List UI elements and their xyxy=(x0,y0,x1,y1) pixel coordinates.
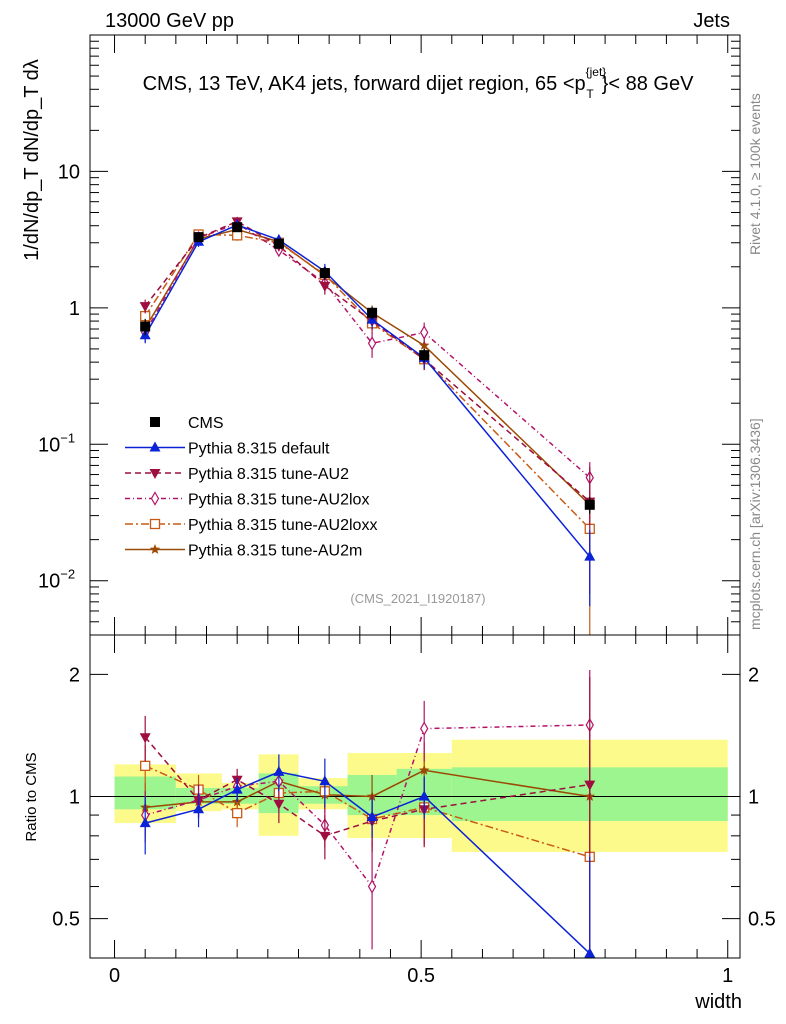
legend-label: Pythia 8.315 default xyxy=(188,441,330,458)
series-line-default xyxy=(144,224,591,558)
rivet-label: Rivet 4.1.0, ≥ 100k events xyxy=(747,93,763,255)
ratio-series-default xyxy=(139,754,596,958)
series-cms xyxy=(140,222,595,514)
ratio-point-au2 xyxy=(319,831,331,842)
main-ylabel-text: 1/dN/dp_T dN/dp_T dλ xyxy=(21,59,43,261)
point-au2lox xyxy=(420,325,429,340)
main-y-tick-labels: 10−2 10−1 1 10 xyxy=(38,161,80,592)
legend-item-default: Pythia 8.315 default xyxy=(125,441,330,458)
main-plot: 10−2 10−1 1 10 CMS, 13 TeV, AK4 jets, forwa… xyxy=(38,34,741,636)
legend-item-au2lox: Pythia 8.315 tune-AU2lox xyxy=(125,491,369,509)
point-cms xyxy=(367,307,378,318)
legend-marker xyxy=(150,491,160,506)
ratio-point-default xyxy=(139,817,151,828)
series-line-au2m xyxy=(144,228,591,506)
series-line-au2loxx xyxy=(144,233,591,530)
ratio-series xyxy=(139,669,596,958)
ratio-axis-ticks xyxy=(90,635,740,959)
y-tick-label: 1 xyxy=(69,298,80,320)
ratio-y-tick-label-right: 0.5 xyxy=(748,909,776,931)
legend-marker xyxy=(150,417,160,427)
ratio-point-au2 xyxy=(273,799,285,810)
ratio-point-default xyxy=(418,790,430,801)
legend-marker xyxy=(149,469,161,479)
legend-label: Pythia 8.315 tune-AU2 xyxy=(188,466,349,483)
legend: CMS Pythia 8.315 default Pythia 8.315 tune… xyxy=(125,415,377,560)
mcplots-label: mcplots.cern.ch [arXiv:1306.3436] xyxy=(747,418,763,630)
main-series xyxy=(139,216,596,635)
point-default xyxy=(584,550,596,561)
main-y-axis-label: 1/dN/dp_T dN/dp_T dλ xyxy=(21,59,43,261)
header-left: 13000 GeV pp xyxy=(105,10,234,32)
ratio-y-tick-label: 1 xyxy=(69,787,80,809)
series-au2loxx xyxy=(140,229,595,635)
ratio-point-au2m xyxy=(419,764,430,775)
series-line-au2 xyxy=(144,220,591,503)
ratio-y-tick-label-right: 2 xyxy=(748,664,759,686)
ratio-point-au2 xyxy=(584,780,596,791)
legend-item-au2m: Pythia 8.315 tune-AU2m xyxy=(125,543,362,560)
ratio-plot: 0.5 0.51 12 2 0 0.5 1 xyxy=(52,634,776,987)
y-tick-label: 10−1 xyxy=(38,430,75,456)
ratio-point-default xyxy=(231,783,243,794)
ratio-point-au2lox xyxy=(420,721,429,736)
ratio-point-default xyxy=(584,947,596,958)
ratio-y-tick-labels: 0.5 0.5 1 1 2 2 xyxy=(52,664,776,930)
point-cms xyxy=(193,232,204,243)
x-tick-label: 0.5 xyxy=(407,965,435,987)
point-cms xyxy=(584,499,595,510)
x-tick-label: 1 xyxy=(722,965,733,987)
y-tick-label: 10 xyxy=(58,161,80,183)
legend-marker xyxy=(149,544,161,554)
ratio-point-default xyxy=(193,803,205,814)
main-axis-ticks xyxy=(90,35,740,636)
ratio-y-tick-label: 2 xyxy=(69,664,80,686)
legend-item-cms: CMS xyxy=(150,415,224,432)
ratio-y-tick-label-right: 1 xyxy=(748,787,759,809)
ratio-point-au2loxx xyxy=(140,760,151,771)
x-tick-label: 0 xyxy=(109,965,120,987)
legend-item-au2loxx: Pythia 8.315 tune-AU2loxx xyxy=(125,517,377,534)
point-au2lox xyxy=(367,336,377,351)
legend-label: Pythia 8.315 tune-AU2m xyxy=(188,543,362,560)
point-au2 xyxy=(319,281,331,292)
legend-label: Pythia 8.315 tune-AU2lox xyxy=(188,492,369,509)
legend-label: CMS xyxy=(188,415,224,432)
legend-label: Pythia 8.315 tune-AU2loxx xyxy=(188,517,377,534)
ratio-line-au2 xyxy=(144,736,590,837)
legend-marker xyxy=(149,441,161,452)
legend-item-au2: Pythia 8.315 tune-AU2 xyxy=(125,466,349,483)
point-cms xyxy=(419,350,430,361)
point-cms xyxy=(319,268,330,279)
y-tick-label: 10−2 xyxy=(38,567,75,593)
ratio-ylabel: Ratio to CMS xyxy=(23,752,40,841)
ratio-point-au2lox xyxy=(367,879,377,894)
point-cms xyxy=(232,222,243,233)
point-cms xyxy=(140,321,151,332)
ratio-point-au2 xyxy=(139,733,151,744)
main-title: CMS, 13 TeV, AK4 jets, forward dijet reg… xyxy=(143,65,694,101)
ratio-line-au2loxx xyxy=(144,765,591,858)
x-axis-label: width xyxy=(694,991,742,1013)
ratio-point-default xyxy=(366,811,378,822)
header-right: Jets xyxy=(693,10,730,32)
ratio-x-tick-labels: 0 0.5 1 xyxy=(109,965,733,987)
series-line-au2lox xyxy=(144,222,591,479)
ratio-line-au2lox xyxy=(144,724,590,889)
ratio-point-default xyxy=(319,775,331,786)
band-green xyxy=(221,787,259,804)
ratio-line-default xyxy=(145,771,591,955)
ratio-line-au2m xyxy=(145,769,590,809)
ratio-y-tick-label: 0.5 xyxy=(52,909,80,931)
point-au2 xyxy=(139,302,151,313)
series-au2 xyxy=(139,217,596,594)
point-cms xyxy=(273,238,284,249)
point-au2m xyxy=(419,340,430,350)
ratio-point-au2loxx xyxy=(232,807,243,819)
analysis-id: (CMS_2021_I1920187) xyxy=(350,591,485,606)
legend-marker xyxy=(149,518,161,530)
ratio-point-default xyxy=(273,765,285,776)
